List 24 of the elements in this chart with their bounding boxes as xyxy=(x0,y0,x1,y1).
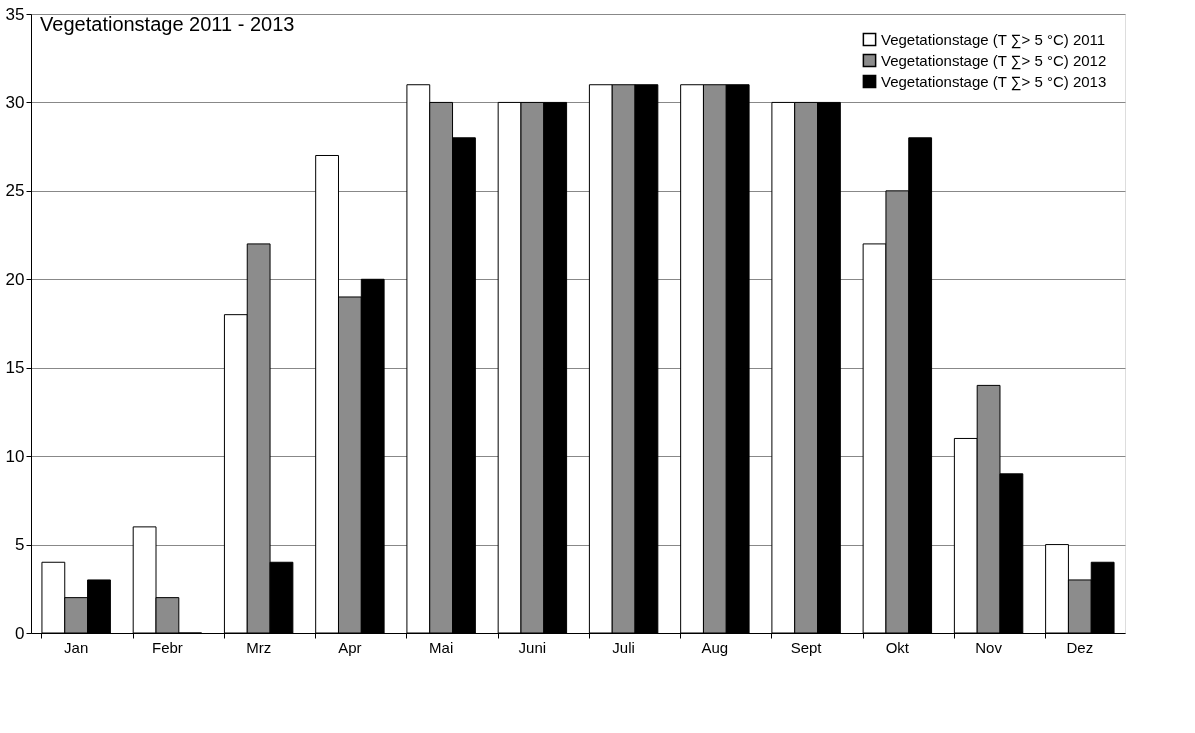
y-tick-label: 35 xyxy=(5,4,25,24)
x-tick-label: Mai xyxy=(429,638,454,656)
y-tick-label: 15 xyxy=(5,358,25,378)
y-tick-label: 20 xyxy=(5,269,25,289)
y-tick-label: 0 xyxy=(15,623,25,643)
legend-label: Vegetationstage (T ∑> 5 °C) 2013 xyxy=(881,72,1107,91)
x-tick-label: Mrz xyxy=(246,638,272,656)
x-tick-label: Nov xyxy=(975,638,1003,656)
y-tick-label: 25 xyxy=(5,181,25,201)
y-tick-label: 5 xyxy=(15,535,25,555)
y-tick-label: 10 xyxy=(5,446,25,466)
x-tick-label: Okt xyxy=(885,638,910,656)
x-tick-label: Aug xyxy=(701,638,729,656)
x-tick-label: Jan xyxy=(64,638,89,656)
x-tick-label: Apr xyxy=(338,638,362,656)
legend-label: Vegetationstage (T ∑> 5 °C) 2011 xyxy=(881,30,1106,49)
y-tick-label: 30 xyxy=(5,92,25,112)
x-tick-label: Dez xyxy=(1066,638,1094,656)
x-tick-label: Juli xyxy=(612,638,635,656)
x-tick-label: Juni xyxy=(518,638,547,656)
chart-title: Vegetationstage 2011 - 2013 xyxy=(40,13,295,35)
x-tick-label: Sept xyxy=(790,638,823,656)
legend-label: Vegetationstage (T ∑> 5 °C) 2012 xyxy=(881,51,1107,70)
x-tick-label: Febr xyxy=(151,638,183,656)
